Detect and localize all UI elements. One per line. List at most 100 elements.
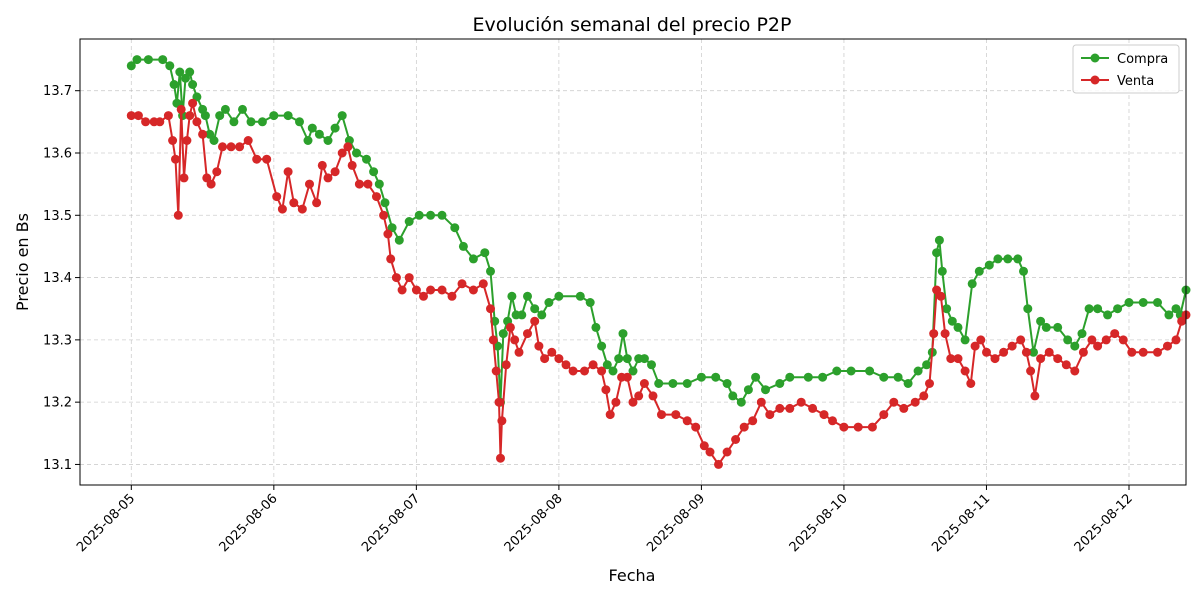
data-point-venta	[330, 167, 340, 177]
data-point-compra	[215, 111, 225, 121]
data-point-venta	[179, 173, 189, 183]
data-point-venta	[262, 154, 272, 164]
data-point-compra	[893, 372, 903, 382]
x-tick-label: 2025-08-12	[1072, 491, 1136, 555]
data-point-compra	[614, 354, 624, 364]
data-point-compra	[1084, 304, 1094, 314]
data-point-venta	[819, 410, 829, 420]
legend-label-venta: Venta	[1117, 74, 1154, 89]
data-point-compra	[414, 210, 424, 220]
data-point-compra	[711, 372, 721, 382]
data-point-compra	[785, 372, 795, 382]
data-point-compra	[597, 341, 607, 351]
data-point-compra	[1019, 266, 1028, 276]
data-point-venta	[748, 416, 758, 426]
data-point-compra	[303, 136, 313, 145]
data-point-venta	[970, 341, 980, 351]
data-point-compra	[323, 136, 333, 145]
x-tick-label: 2025-08-11	[929, 491, 993, 555]
data-point-venta	[990, 354, 1000, 364]
data-point-venta	[919, 391, 929, 401]
data-point-venta	[419, 291, 428, 301]
data-point-compra	[486, 266, 495, 276]
data-point-venta	[1030, 391, 1040, 401]
data-point-venta	[198, 129, 208, 139]
data-point-compra	[507, 291, 517, 301]
data-point-compra	[1138, 298, 1148, 307]
data-point-venta	[337, 148, 347, 158]
data-point-compra	[993, 254, 1003, 264]
x-axis-ticks: 2025-08-05 2025-08-06 2025-08-07 2025-08-08…	[74, 485, 1136, 555]
data-point-compra	[1041, 322, 1051, 332]
series-line-venta	[131, 102, 1187, 466]
data-point-venta	[206, 179, 216, 189]
data-point-venta	[363, 179, 373, 189]
data-point-compra	[530, 304, 540, 314]
data-point-venta	[1118, 335, 1128, 345]
data-point-compra	[628, 366, 638, 376]
data-point-venta	[317, 160, 327, 170]
data-point-venta	[853, 422, 863, 432]
legend-marker-venta	[1090, 75, 1100, 85]
data-point-venta	[1070, 366, 1080, 376]
data-point-compra	[283, 111, 293, 121]
data-point-compra	[1013, 254, 1023, 264]
y-tick-label: 13.5	[43, 209, 72, 224]
data-point-venta	[218, 142, 227, 152]
x-tick-label: 2025-08-06	[217, 491, 281, 555]
data-point-compra	[498, 329, 508, 339]
data-point-compra	[523, 291, 532, 301]
data-point-compra	[175, 67, 185, 77]
data-point-venta	[488, 335, 498, 345]
data-point-compra	[537, 310, 547, 320]
data-point-venta	[383, 229, 393, 239]
chart-title: Evolución semanal del precio P2P	[473, 14, 792, 36]
legend-entry-compra: Compra	[1081, 52, 1168, 67]
data-point-compra	[307, 123, 317, 133]
data-point-compra	[209, 136, 219, 145]
data-point-venta	[839, 422, 849, 432]
data-point-compra	[639, 354, 649, 364]
data-point-venta	[568, 366, 578, 376]
data-point-venta	[185, 111, 195, 121]
data-point-compra	[394, 235, 404, 245]
data-point-venta	[1110, 329, 1120, 339]
data-point-compra	[1164, 310, 1174, 320]
data-point-compra	[126, 61, 136, 71]
data-point-venta	[1101, 335, 1111, 345]
data-point-compra	[984, 260, 994, 270]
data-point-compra	[220, 104, 230, 114]
legend-entry-venta: Venta	[1081, 74, 1154, 89]
data-point-venta	[126, 111, 136, 121]
data-point-venta	[889, 397, 899, 407]
data-point-venta	[1053, 354, 1063, 364]
data-point-venta	[867, 422, 877, 432]
data-point-compra	[517, 310, 527, 320]
data-point-compra	[953, 322, 963, 332]
data-point-venta	[305, 179, 314, 189]
data-point-venta	[347, 160, 357, 170]
data-point-compra	[575, 291, 585, 301]
data-point-compra	[337, 111, 347, 121]
data-point-compra	[330, 123, 340, 133]
data-point-compra	[967, 279, 977, 289]
data-point-compra	[246, 117, 256, 127]
data-point-compra	[269, 111, 279, 121]
data-point-venta	[468, 285, 478, 295]
x-axis-label: Fecha	[609, 566, 656, 585]
data-point-venta	[731, 435, 741, 444]
data-point-venta	[1138, 347, 1148, 357]
data-point-venta	[775, 403, 785, 413]
data-point-venta	[501, 360, 511, 370]
data-point-venta	[497, 416, 507, 426]
x-tick-label: 2025-08-08	[502, 491, 566, 555]
data-point-venta	[756, 397, 766, 407]
data-point-compra	[1113, 304, 1123, 314]
data-point-compra	[743, 385, 753, 395]
data-point-venta	[605, 410, 615, 420]
data-point-venta	[554, 354, 564, 364]
data-point-compra	[903, 379, 913, 388]
data-point-venta	[714, 459, 723, 469]
data-point-compra	[458, 241, 468, 251]
